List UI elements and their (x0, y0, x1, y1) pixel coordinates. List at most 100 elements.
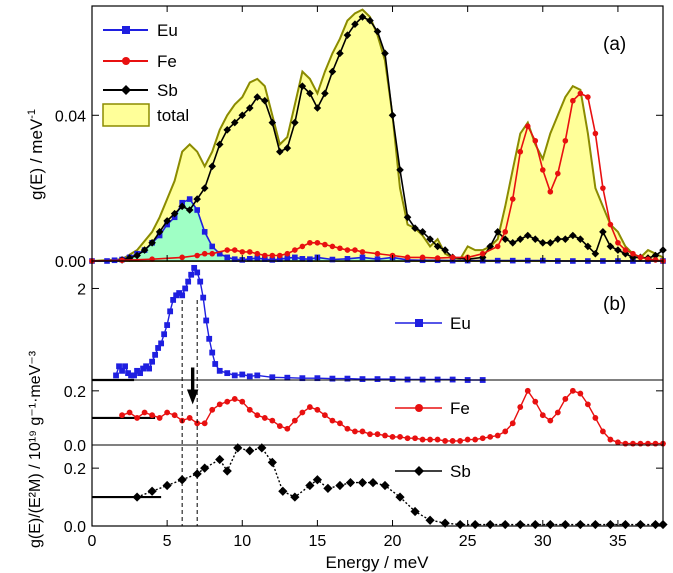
sb-point (614, 246, 622, 254)
fe-point (600, 185, 606, 191)
eu-point-b (146, 365, 152, 372)
fe-point-b (630, 440, 636, 447)
eu-point-b (164, 322, 171, 328)
sb-point (155, 228, 164, 236)
sb-point (538, 238, 547, 247)
panel-b-frame (91, 260, 664, 527)
eu-point (262, 256, 268, 262)
fe-point-b (306, 404, 313, 410)
eu-point-b (209, 349, 216, 356)
fe-point-b (186, 415, 193, 421)
fe-point (307, 239, 313, 246)
eu-point (359, 254, 366, 261)
eu-point-b (224, 370, 231, 377)
fe-point-b (374, 431, 381, 438)
fe-point-b (442, 438, 449, 444)
fe-point-b (344, 425, 351, 432)
sb-point (396, 166, 404, 174)
fe-point (179, 254, 185, 261)
sb-point (336, 49, 344, 58)
sb-point (403, 213, 412, 222)
sb-point (178, 202, 186, 211)
eu-point-b (254, 372, 261, 379)
fe-point-b (472, 436, 479, 443)
fe-point-b (397, 433, 403, 440)
fe-point-b (239, 398, 246, 405)
fe-point-b (615, 439, 621, 446)
eu-point-b (389, 376, 396, 382)
fe-point (201, 250, 208, 257)
fe-point (224, 247, 231, 253)
y-tick-label-b: 2 (77, 281, 86, 298)
eu-point-b (173, 292, 180, 299)
fe-point (374, 250, 381, 257)
fe-point (209, 250, 216, 257)
fe-point-b (367, 431, 373, 438)
fe-point-b (299, 409, 306, 416)
sb-point (576, 235, 585, 243)
x-tick-label: 5 (163, 533, 172, 550)
fe-point-b (269, 417, 276, 424)
sb-point (493, 228, 502, 236)
fe-point-b (419, 436, 426, 443)
eu-point (269, 257, 276, 263)
sb-point (561, 235, 570, 243)
fe-point (562, 137, 569, 144)
fe-point (615, 239, 621, 246)
fe-point (622, 247, 629, 253)
eu-point-b (119, 367, 125, 374)
fe-point-b (216, 401, 223, 408)
sb-point (554, 235, 562, 243)
fe-point (570, 97, 576, 104)
fe-point-b (404, 435, 411, 442)
panel-a-label: (a) (603, 34, 626, 55)
fe-point-b (569, 387, 576, 394)
fe-point (577, 90, 584, 97)
sb-point (569, 231, 577, 240)
fe-point (479, 250, 486, 257)
eu-point-b (200, 294, 207, 301)
fe-point (585, 94, 591, 100)
fe-point-b (382, 432, 388, 439)
sb-point-b (395, 492, 405, 502)
fe-point-b (119, 412, 125, 419)
eu-point (374, 256, 381, 262)
eu-point-b (374, 376, 381, 382)
sb-point (148, 238, 156, 247)
sb-point-b (323, 483, 333, 493)
eu-point (246, 256, 253, 262)
fe-point-b (645, 440, 651, 447)
eu-point-b (182, 285, 189, 292)
eu-point-b (134, 367, 140, 374)
legend-label-total: total (157, 106, 189, 125)
eu-point-b (344, 375, 351, 382)
sb-point-b (455, 519, 465, 530)
sb-point (501, 235, 510, 243)
fe-point-b (412, 435, 418, 442)
fe-point-b (164, 409, 171, 416)
fe-point-b (652, 440, 659, 447)
sb-point (343, 31, 352, 39)
sb-point (651, 251, 660, 260)
fe-point-b (584, 401, 591, 408)
legend-label-fe: Fe (157, 52, 177, 71)
eu-point (209, 243, 216, 250)
x-axis-label: Energy / meV (326, 553, 430, 572)
fe-point (419, 254, 426, 261)
fe-point (246, 249, 253, 255)
y-tick-label-b: 0.2 (64, 384, 86, 401)
sb-point (230, 118, 239, 127)
legend-marker-fe (122, 57, 130, 65)
sb-point (531, 235, 540, 243)
fe-point-b (554, 409, 561, 416)
fe-point (434, 255, 441, 261)
sb-point (215, 140, 224, 149)
fe-point (277, 252, 283, 259)
eu-point (194, 207, 200, 213)
fe-point-b (539, 412, 546, 419)
sublegend-label-eu: Eu (450, 314, 471, 333)
sb-point-b (515, 519, 525, 530)
fe-point-b (149, 412, 156, 419)
sb-point (276, 147, 284, 156)
x-tick-label: 10 (233, 533, 251, 550)
